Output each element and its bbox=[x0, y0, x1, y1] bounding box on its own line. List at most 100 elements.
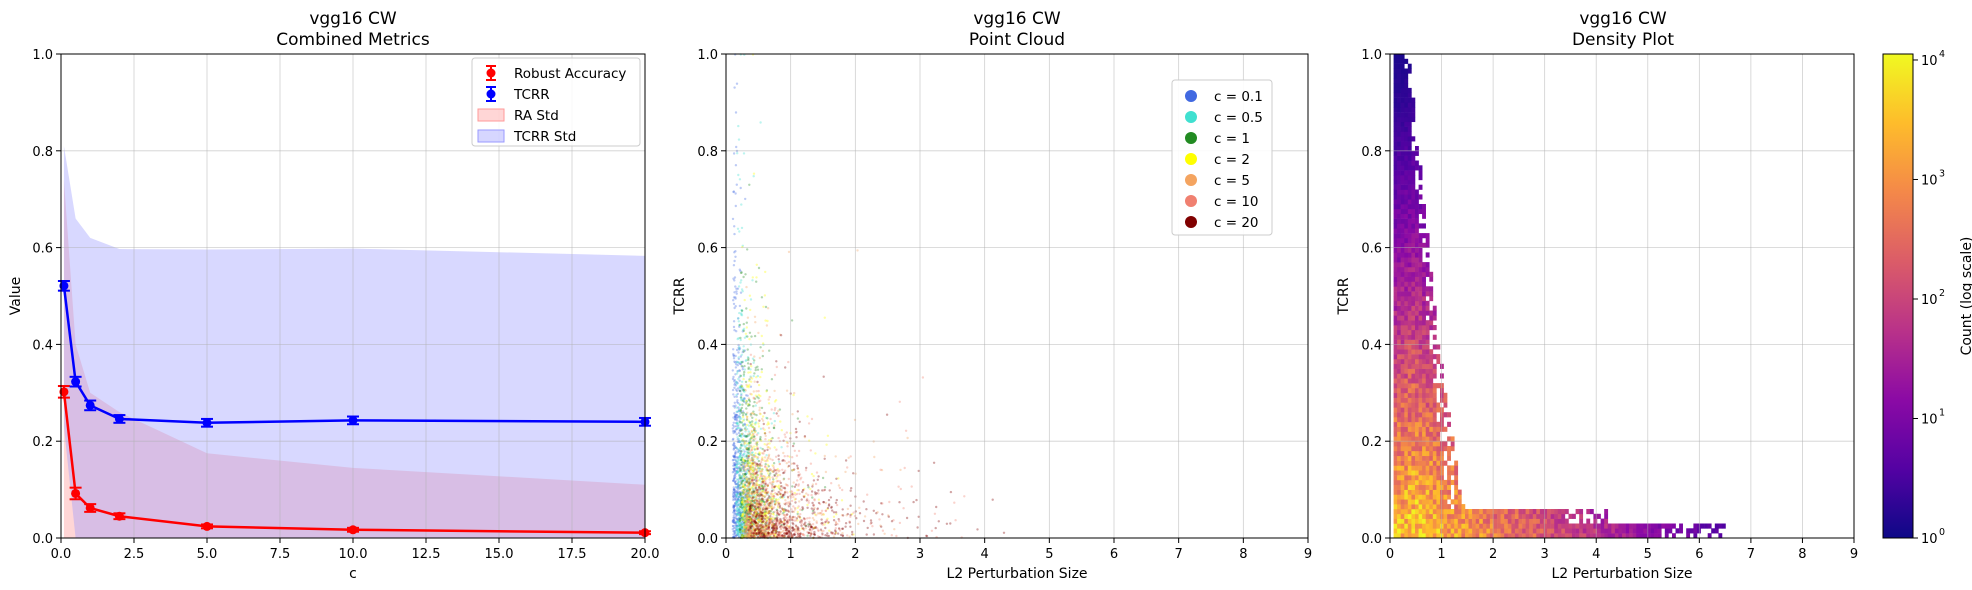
scatter-point bbox=[735, 433, 738, 436]
scatter-point bbox=[746, 417, 749, 420]
scatter-point bbox=[766, 307, 770, 310]
scatter-point bbox=[749, 385, 753, 388]
heatmap-cell bbox=[1432, 455, 1437, 461]
scatter-point bbox=[781, 468, 784, 471]
x-tick-label: 7 bbox=[1175, 547, 1183, 562]
scatter-point bbox=[937, 520, 940, 523]
scatter-point bbox=[747, 397, 750, 400]
scatter-point bbox=[780, 429, 783, 432]
scatter-point bbox=[743, 442, 746, 446]
scatter-point bbox=[747, 477, 750, 481]
scatter-point bbox=[733, 489, 736, 492]
scatter-point bbox=[738, 519, 742, 523]
heatmap-cell bbox=[1475, 523, 1480, 529]
heatmap-cell bbox=[1400, 446, 1405, 452]
scatter-point bbox=[826, 434, 830, 437]
scatter-point bbox=[738, 524, 741, 527]
heatmap-cell bbox=[1518, 518, 1523, 524]
scatter-point bbox=[770, 527, 773, 530]
chart-subtitle: Combined Metrics bbox=[276, 30, 430, 50]
scatter-point bbox=[815, 514, 818, 517]
scatter-point bbox=[770, 498, 773, 502]
scatter-point bbox=[780, 446, 783, 449]
scatter-point bbox=[770, 490, 774, 493]
scatter-point bbox=[799, 532, 802, 535]
scatter-point bbox=[750, 531, 753, 535]
scatter-point bbox=[821, 489, 824, 492]
scatter-point bbox=[756, 457, 759, 461]
scatter-point bbox=[737, 173, 740, 177]
scatter-point bbox=[736, 532, 739, 536]
heatmap-cell bbox=[1504, 509, 1509, 515]
heatmap-cell bbox=[1429, 388, 1434, 394]
scatter-point bbox=[792, 462, 795, 465]
scatter-point bbox=[740, 506, 744, 509]
heatmap-cell bbox=[1497, 509, 1501, 515]
scatter-point bbox=[741, 360, 744, 363]
scatter-point bbox=[734, 463, 737, 466]
y-tick-label: 0.6 bbox=[697, 242, 718, 257]
scatter-point bbox=[744, 511, 747, 514]
scatter-point bbox=[783, 433, 786, 436]
scatter-point bbox=[735, 495, 738, 498]
scatter-point bbox=[787, 464, 791, 468]
scatter-point bbox=[746, 335, 749, 338]
chart-title: vgg16 CW bbox=[1579, 9, 1667, 29]
scatter-point bbox=[811, 516, 815, 520]
scatter-point bbox=[736, 401, 739, 404]
heatmap-cell bbox=[1429, 286, 1434, 292]
scatter-point bbox=[781, 459, 784, 462]
data-point bbox=[85, 400, 95, 410]
scatter-point bbox=[737, 513, 740, 517]
heatmap-cell bbox=[1411, 475, 1416, 481]
scatter-point bbox=[734, 305, 737, 308]
scatter-point bbox=[753, 428, 756, 431]
scatter-point bbox=[734, 526, 737, 530]
heatmap-cell bbox=[1429, 363, 1434, 369]
scatter-point bbox=[755, 276, 758, 279]
heatmap-cell bbox=[1422, 291, 1426, 297]
scatter-point bbox=[739, 186, 742, 190]
scatter-point bbox=[736, 509, 739, 512]
heatmap-cell bbox=[1400, 513, 1405, 519]
scatter-point bbox=[777, 436, 780, 440]
heatmap-cell bbox=[1418, 291, 1423, 297]
scatter-point bbox=[735, 493, 738, 497]
scatter-point bbox=[758, 356, 762, 360]
scatter-point bbox=[849, 489, 852, 492]
scatter-point bbox=[748, 485, 751, 488]
scatter-point bbox=[736, 483, 739, 486]
heatmap-cell bbox=[1397, 276, 1401, 282]
scatter-point bbox=[902, 507, 905, 510]
scatter-point bbox=[755, 280, 758, 283]
heatmap-cell bbox=[1425, 455, 1430, 461]
scatter-point bbox=[736, 519, 740, 523]
scatter-point bbox=[737, 498, 741, 501]
heatmap-cell bbox=[1436, 470, 1441, 476]
scatter-point bbox=[802, 517, 806, 520]
scatter-point bbox=[740, 384, 743, 387]
heatmap-cell bbox=[1411, 296, 1416, 302]
scatter-point bbox=[757, 383, 761, 387]
heatmap-cell bbox=[1443, 412, 1448, 418]
heatmap-cell bbox=[1507, 513, 1512, 519]
heatmap-cell bbox=[1418, 262, 1423, 268]
heatmap-cell bbox=[1518, 528, 1523, 534]
heatmap-cell bbox=[1561, 528, 1566, 534]
x-tick-label: 3 bbox=[916, 547, 924, 562]
scatter-point bbox=[740, 309, 743, 312]
scatter-point bbox=[750, 469, 753, 472]
scatter-point bbox=[752, 528, 755, 531]
scatter-point bbox=[748, 404, 751, 407]
scatter-point bbox=[735, 389, 739, 393]
heatmap-cell bbox=[1593, 513, 1598, 519]
scatter-point bbox=[754, 505, 757, 509]
heatmap-cell bbox=[1404, 242, 1409, 248]
scatter-point bbox=[756, 456, 760, 459]
heatmap-cell bbox=[1500, 513, 1505, 519]
heatmap-cell bbox=[1557, 528, 1562, 534]
heatmap-cell bbox=[1411, 373, 1416, 379]
scatter-point bbox=[732, 495, 735, 498]
scatter-point bbox=[745, 535, 749, 538]
scatter-point bbox=[898, 521, 902, 525]
